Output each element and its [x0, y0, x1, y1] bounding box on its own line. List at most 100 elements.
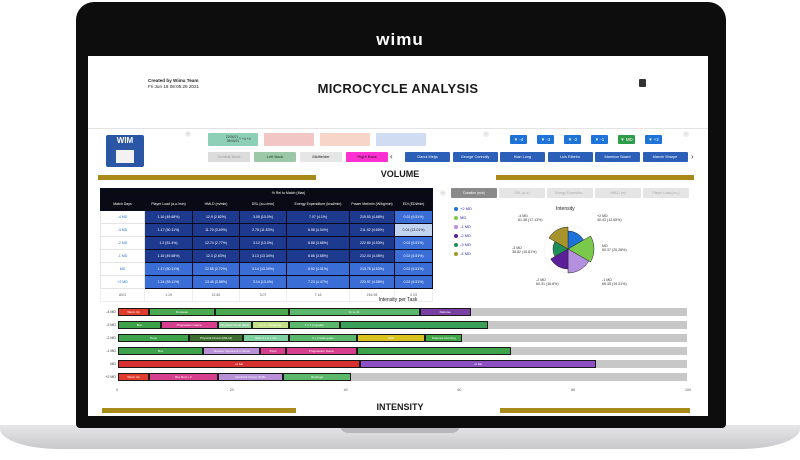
row-match-day: -4 MD [100, 210, 145, 224]
md-button--1[interactable]: ▼ -1 [591, 135, 608, 144]
ipt-segment[interactable]: vs Ital [118, 360, 360, 368]
pie-slice-label: -1 MD 65.35 (19.31%) [602, 278, 627, 286]
position-left-back[interactable]: Left Back [254, 152, 296, 162]
legend-dot [454, 242, 458, 247]
avg-cell: 0.03 [393, 288, 434, 302]
ipt-title: Intensity per Task [378, 297, 418, 303]
md-button--2[interactable]: ▼ -2 [564, 135, 581, 144]
next-md-icon[interactable]: › [683, 131, 689, 137]
intensity-pie-chart [543, 224, 595, 274]
table-cell: 3.12 (13.3%) [239, 236, 287, 250]
date-chip[interactable]: 22/06/21 -28/06/21 [208, 133, 258, 146]
ipt-row-label: -4 MD [106, 310, 116, 314]
table-cell: 0.02 (6.51%) [393, 262, 434, 276]
ipt-segment[interactable]: 7 v 7 (4 goals) [288, 321, 340, 329]
ipt-segment[interactable]: SPP [356, 334, 426, 342]
ipt-segment[interactable]: SSG 4 v 4 + GC [243, 334, 289, 342]
metric-tab[interactable]: Duration (min) [451, 188, 497, 198]
player-chip[interactable]: Danut Meija [405, 152, 450, 162]
row-match-day: -2 MD [100, 236, 145, 250]
ipt-segment[interactable]: Progression Game [160, 321, 218, 329]
next-players-icon[interactable]: › [691, 152, 694, 161]
metric-tab[interactable]: Player Load (a.u.) [643, 188, 689, 198]
metric-tab[interactable]: HMLD (m) [595, 188, 641, 198]
position-midfielder[interactable]: Midfielder [300, 152, 342, 162]
intensity-rule-right [500, 408, 690, 413]
ipt-segment[interactable]: Pops [260, 347, 286, 355]
position-right-back[interactable]: Right Back [346, 152, 388, 162]
legend-label: -3 MD [460, 242, 471, 247]
table-cell: 11.79 (3.49%) [192, 223, 240, 237]
ipt-segment[interactable]: Warm Up [118, 373, 150, 381]
intensity-heading: INTENSITY [376, 402, 424, 412]
prev-metric-icon[interactable]: ‹ [440, 190, 446, 196]
date-chip[interactable] [320, 133, 370, 146]
table-cell: 6.92 (4.01%) [286, 262, 350, 276]
ipt-segment[interactable] [214, 308, 289, 316]
ipt-segment[interactable]: Rondogo [283, 373, 352, 381]
ipt-segment[interactable] [339, 321, 488, 329]
ipt-segment[interactable]: Box [118, 347, 204, 355]
legend-item[interactable]: -2 MD [454, 233, 471, 238]
ipt-segment[interactable]: Rondeau [149, 308, 215, 316]
ipt-row-label: -3 MD [106, 323, 116, 327]
player-chip[interactable]: Kian Long [500, 152, 545, 162]
next-dates-icon[interactable]: › [483, 131, 489, 137]
ipt-segment[interactable]: Warm Up [118, 308, 150, 316]
metric-tab[interactable]: DSL (a.u.) [499, 188, 545, 198]
ipt-row-track: Warm Up Rondeau 11 vs 11 Defense [118, 308, 687, 316]
ipt-segment[interactable]: vs Ital [359, 360, 596, 368]
legend-item[interactable]: -4 MD [454, 251, 471, 256]
date-chip-line2: 28/06/21 [226, 139, 240, 143]
table-row: MD 1.17 (50.11%) 12.55 (2.72%) 3.14 (13.39%… [100, 262, 434, 276]
ipt-segment[interactable]: 3 + 3 wide goals [288, 334, 357, 342]
player-chip[interactable]: Marmion Board [595, 152, 640, 162]
ipt-segment[interactable]: 1 v 1 + Finishing [251, 321, 289, 329]
table-cell: 6.86 (3.68%) [286, 249, 350, 263]
pie-slice-label: -2 MD 60.31 (16.8%) [536, 278, 559, 286]
report-screen: Created by Wimu Team Fri Jun 18 08:05:29… [88, 56, 708, 416]
table-cell: 1.16 (49.68%) [144, 210, 193, 224]
ipt-segment[interactable]: Physical Circuit (Mid) [217, 321, 252, 329]
table-cell: 1.17 (50.11%) [144, 262, 193, 276]
prev-players-icon[interactable]: ‹ [390, 152, 393, 161]
ipt-segment[interactable]: Box Rod + 2 [149, 373, 218, 381]
md-button--4[interactable]: ▼ -4 [510, 135, 527, 144]
ipt-segment[interactable]: Pops [118, 334, 190, 342]
prev-dates-icon[interactable]: ‹ [185, 131, 191, 137]
md-button-+2[interactable]: ▼ +2 [645, 135, 662, 144]
column-header: Energy Expenditure (kcal/min) [286, 197, 350, 211]
avg-label: AVG [100, 288, 145, 302]
ipt-segment[interactable]: Defense [419, 308, 471, 316]
ipt-segment[interactable]: Distance Running [425, 334, 463, 342]
legend-item[interactable]: -1 MD [454, 224, 471, 229]
date-chip[interactable] [264, 133, 314, 146]
legend-item[interactable]: +2 MD [454, 206, 472, 211]
md-button--3[interactable]: ▼ -3 [537, 135, 554, 144]
avg-cell: 216.93 [349, 288, 395, 302]
ipt-segment[interactable]: Box [118, 321, 161, 329]
ipt-segment[interactable]: Shadow Opponent in Shoot [203, 347, 261, 355]
ipt-segment[interactable]: 11 vs 11 [288, 308, 420, 316]
pie-slice-label: +2 MD 40.43 (12.65%) [597, 214, 622, 222]
pdf-export-icon[interactable] [639, 79, 646, 87]
ipt-segment[interactable]: Progression Game [285, 347, 357, 355]
player-chip[interactable]: George Connolly [452, 152, 498, 162]
avg-cell: 1.19 [144, 288, 193, 302]
table-cell: 7.07 (4.1%) [286, 210, 350, 224]
table-cell: 13.45 (3.58%) [192, 275, 240, 289]
md-button-MD[interactable]: ▼ MD [618, 135, 635, 144]
legend-item[interactable]: MD [454, 215, 466, 220]
ipt-row-label: +2 MD [105, 375, 116, 379]
ipt-segment[interactable]: Aerobical Circuit, Shifts [217, 373, 283, 381]
date-chip[interactable] [376, 133, 426, 146]
ipt-segment[interactable]: Physical Circuit (Mid-Hi) [189, 334, 244, 342]
player-chip[interactable]: Marvin Sharpe [642, 152, 688, 162]
legend-item[interactable]: -3 MD [454, 242, 471, 247]
ipt-segment[interactable] [356, 347, 511, 355]
position-central-back[interactable]: Central Back [208, 152, 250, 162]
metric-tab[interactable]: Energy Expenditu... [547, 188, 593, 198]
player-chip[interactable]: Luis Ribeiro [547, 152, 593, 162]
ipt-row-label: -2 MD [106, 336, 116, 340]
volume-rule-right [496, 175, 694, 180]
